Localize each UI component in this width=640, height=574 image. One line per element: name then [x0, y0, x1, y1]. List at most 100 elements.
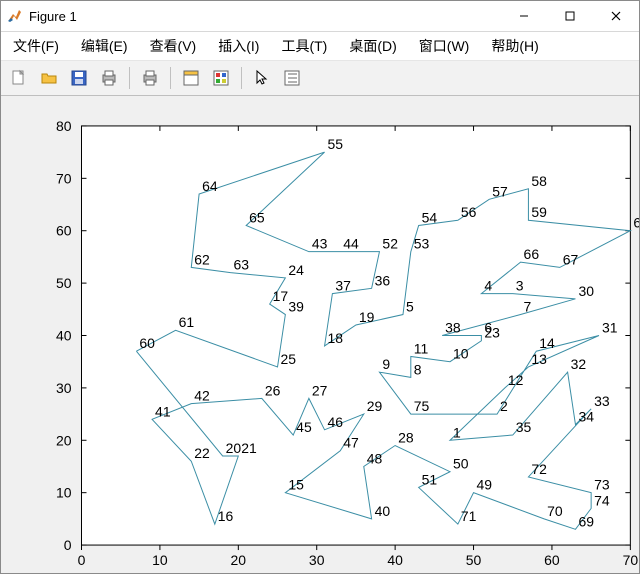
node-label: 66 [524, 246, 540, 262]
figure-window: Figure 1 文件(F) 编辑(E) 查看(V) 插入(I) 工具(T) 桌面(D) 窗… [0, 0, 640, 574]
figure-area: 0102030405060700102030405060708012345678… [1, 96, 639, 573]
toolbar-separator [129, 67, 130, 89]
node-label: 43 [312, 236, 328, 252]
node-label: 74 [594, 492, 610, 508]
node-label: 21 [241, 440, 257, 456]
node-label: 55 [328, 136, 344, 152]
print2-icon[interactable] [136, 64, 164, 92]
menu-item-2[interactable]: 查看(V) [144, 33, 203, 59]
legend-icon[interactable] [207, 64, 235, 92]
menu-item-6[interactable]: 窗口(W) [413, 33, 476, 59]
node-label: 47 [343, 435, 359, 451]
svg-text:30: 30 [56, 380, 72, 396]
node-label: 13 [531, 351, 547, 367]
svg-text:50: 50 [466, 552, 482, 568]
node-label: 18 [328, 330, 344, 346]
node-label: 35 [516, 419, 532, 435]
node-label: 28 [398, 430, 414, 446]
node-label: 19 [359, 309, 375, 325]
node-label: 27 [312, 382, 328, 398]
node-label: 29 [367, 398, 383, 414]
matlab-app-icon [7, 8, 23, 24]
close-button[interactable] [593, 1, 639, 31]
node-label: 61 [179, 314, 195, 330]
node-label: 5 [406, 299, 414, 315]
node-label: 9 [382, 356, 390, 372]
node-label: 1 [453, 424, 461, 440]
node-label: 75 [414, 398, 430, 414]
node-label: 56 [461, 204, 477, 220]
svg-text:70: 70 [56, 170, 72, 186]
node-label: 24 [288, 262, 304, 278]
node-label: 44 [343, 236, 359, 252]
node-label: 68 [633, 215, 639, 231]
maximize-button[interactable] [547, 1, 593, 31]
node-label: 48 [367, 450, 383, 466]
menu-item-0[interactable]: 文件(F) [7, 33, 65, 59]
svg-text:30: 30 [309, 552, 325, 568]
node-label: 73 [594, 477, 610, 493]
node-label: 59 [531, 204, 547, 220]
node-label: 12 [508, 372, 524, 388]
node-label: 53 [414, 236, 430, 252]
axes: 0102030405060700102030405060708012345678… [1, 96, 639, 573]
menu-item-5[interactable]: 桌面(D) [343, 33, 402, 59]
menubar: 文件(F) 编辑(E) 查看(V) 插入(I) 工具(T) 桌面(D) 窗口(W) 帮助(H) [1, 32, 639, 61]
print-icon[interactable] [95, 64, 123, 92]
node-label: 30 [578, 283, 594, 299]
node-label: 70 [547, 503, 563, 519]
node-label: 58 [531, 173, 547, 189]
dock-icon[interactable] [177, 64, 205, 92]
svg-text:70: 70 [623, 552, 639, 568]
node-label: 62 [194, 251, 210, 267]
node-label: 38 [445, 320, 461, 336]
node-label: 51 [422, 471, 438, 487]
node-label: 31 [602, 320, 618, 336]
node-label: 33 [594, 393, 610, 409]
svg-text:0: 0 [64, 537, 72, 553]
new-icon[interactable] [5, 64, 33, 92]
node-label: 14 [539, 335, 555, 351]
menu-item-7[interactable]: 帮助(H) [485, 33, 544, 59]
node-label: 42 [194, 388, 210, 404]
node-label: 41 [155, 403, 171, 419]
svg-text:60: 60 [56, 223, 72, 239]
list-icon[interactable] [278, 64, 306, 92]
node-label: 7 [524, 299, 532, 315]
svg-text:0: 0 [78, 552, 86, 568]
node-label: 20 [226, 440, 242, 456]
window-title: Figure 1 [29, 9, 77, 24]
node-label: 67 [563, 251, 579, 267]
node-label: 54 [422, 209, 438, 225]
svg-text:10: 10 [152, 552, 168, 568]
node-label: 3 [516, 278, 524, 294]
node-label: 49 [477, 477, 493, 493]
save-icon[interactable] [65, 64, 93, 92]
pointer-icon[interactable] [248, 64, 276, 92]
menu-item-1[interactable]: 编辑(E) [75, 33, 134, 59]
node-label: 45 [296, 419, 312, 435]
node-label: 46 [328, 414, 344, 430]
svg-text:50: 50 [56, 275, 72, 291]
svg-text:80: 80 [56, 118, 72, 134]
toolbar [1, 61, 639, 96]
svg-text:40: 40 [56, 327, 72, 343]
minimize-button[interactable] [501, 1, 547, 31]
menu-item-4[interactable]: 工具(T) [275, 33, 333, 59]
node-label: 72 [531, 461, 547, 477]
node-label: 25 [281, 351, 297, 367]
node-label: 57 [492, 183, 508, 199]
node-label: 60 [139, 335, 155, 351]
svg-text:10: 10 [56, 485, 72, 501]
node-label: 23 [484, 325, 500, 341]
node-label: 34 [578, 409, 594, 425]
svg-text:60: 60 [544, 552, 560, 568]
menu-item-3[interactable]: 插入(I) [212, 33, 265, 59]
node-label: 50 [453, 456, 469, 472]
toolbar-separator [241, 67, 242, 89]
node-label: 71 [461, 508, 477, 524]
open-icon[interactable] [35, 64, 63, 92]
node-label: 32 [571, 356, 587, 372]
node-label: 64 [202, 178, 218, 194]
node-label: 40 [375, 503, 391, 519]
